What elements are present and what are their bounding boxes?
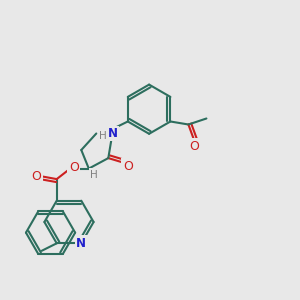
Text: H: H [99, 131, 107, 142]
Text: O: O [69, 160, 79, 174]
Text: O: O [32, 169, 41, 183]
Text: N: N [76, 237, 86, 250]
Text: O: O [123, 160, 133, 173]
Text: H: H [90, 169, 98, 180]
Text: O: O [190, 140, 199, 153]
Text: N: N [108, 127, 118, 140]
